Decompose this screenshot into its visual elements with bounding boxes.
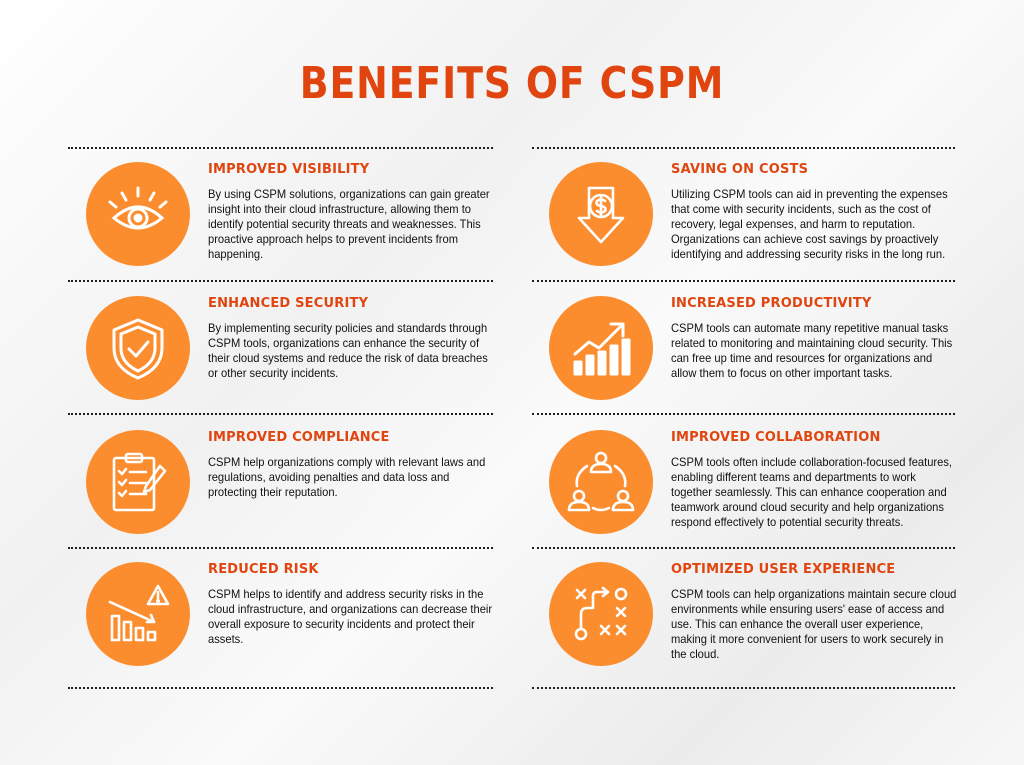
benefit-description: CSPM tools can automate many repetitive … [671, 321, 953, 380]
eye-icon [108, 186, 168, 230]
shield-check-icon [112, 318, 164, 380]
divider [532, 687, 955, 689]
benefit-description: By implementing security policies and st… [208, 321, 488, 380]
benefit-description: CSPM tools can help organizations mainta… [671, 587, 957, 661]
benefit-heading: IMPROVED COLLABORATION [671, 430, 881, 445]
benefit-heading: ENHANCED SECURITY [208, 296, 369, 311]
benefit-heading: IMPROVED COMPLIANCE [208, 430, 390, 445]
icon-circle [549, 162, 653, 266]
benefit-saving-on-costs: SAVING ON COSTS Utilizing CSPM tools can… [549, 162, 949, 272]
benefit-increased-productivity: INCREASED PRODUCTIVITY CSPM tools can au… [549, 296, 952, 406]
divider [68, 547, 493, 549]
icon-circle [549, 430, 653, 534]
benefit-improved-visibility: IMPROVED VISIBILITY By using CSPM soluti… [86, 162, 490, 272]
icon-circle [86, 296, 190, 400]
icon-circle [86, 162, 190, 266]
declining-chart-warning-icon [108, 584, 170, 642]
benefit-description: CSPM tools often include collaboration-f… [671, 455, 953, 529]
benefit-heading: INCREASED PRODUCTIVITY [671, 296, 872, 311]
benefit-optimized-user-experience: OPTIMIZED USER EXPERIENCE CSPM tools can… [549, 562, 956, 672]
benefit-description: CSPM help organizations comply with rele… [208, 455, 486, 499]
benefit-description: CSPM helps to identify and address secur… [208, 587, 493, 646]
checklist-icon [112, 452, 167, 512]
divider [68, 147, 493, 149]
icon-circle [549, 296, 653, 400]
divider [68, 687, 493, 689]
benefit-description: By using CSPM solutions, organizations c… [208, 187, 490, 261]
icon-circle [86, 430, 190, 534]
divider [532, 280, 955, 282]
benefit-enhanced-security: ENHANCED SECURITY By implementing securi… [86, 296, 488, 406]
icon-circle [86, 562, 190, 666]
benefit-description: Utilizing CSPM tools can aid in preventi… [671, 187, 948, 261]
divider [532, 413, 955, 415]
benefit-improved-compliance: IMPROVED COMPLIANCE CSPM help organizati… [86, 430, 486, 540]
benefit-heading: OPTIMIZED USER EXPERIENCE [671, 562, 896, 577]
divider [68, 413, 493, 415]
benefit-heading: SAVING ON COSTS [671, 162, 809, 177]
benefit-heading: REDUCED RISK [208, 562, 319, 577]
divider [68, 280, 493, 282]
growth-chart-icon [573, 322, 631, 376]
divider [532, 547, 955, 549]
strategy-path-icon [574, 586, 628, 641]
benefit-reduced-risk: REDUCED RISK CSPM helps to identify and … [86, 562, 492, 672]
icon-circle [549, 562, 653, 666]
page-title: BENEFITS OF CSPM [299, 58, 725, 109]
benefit-improved-collaboration: IMPROVED COLLABORATION CSPM tools often … [549, 430, 952, 540]
dollar-down-arrow-icon [577, 186, 625, 244]
benefit-heading: IMPROVED VISIBILITY [208, 162, 370, 177]
team-cycle-icon [567, 451, 635, 512]
divider [532, 147, 955, 149]
